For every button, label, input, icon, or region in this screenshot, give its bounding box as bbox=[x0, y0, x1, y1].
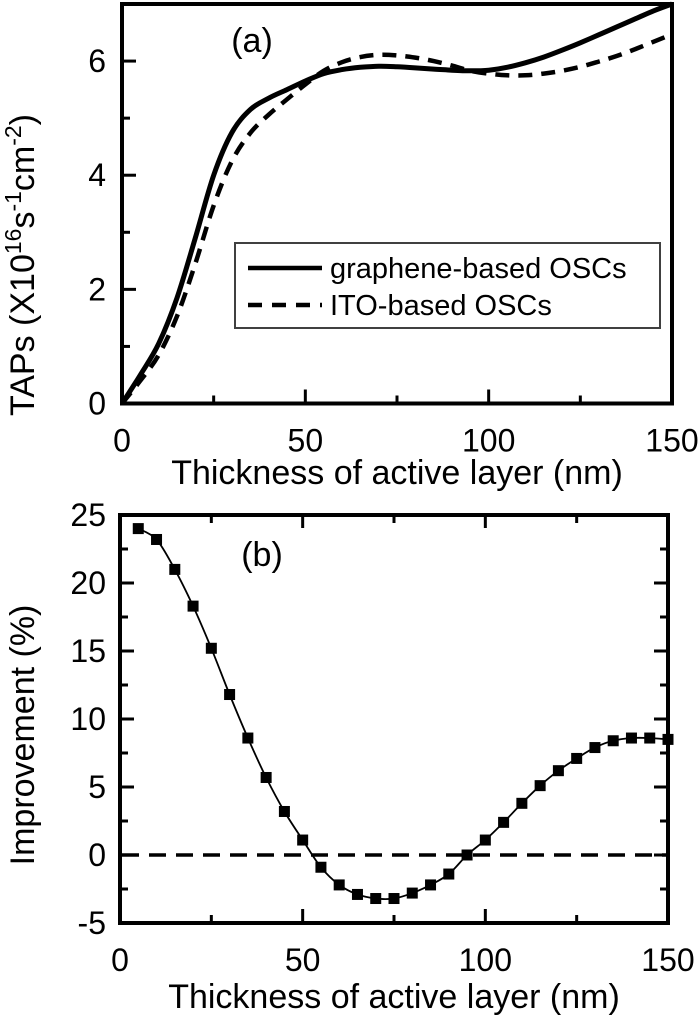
panel-b-x-axis-label: Thickness of active layer (nm) bbox=[168, 978, 620, 1016]
tick-label: 2 bbox=[88, 271, 106, 307]
panel-a-x-axis-label: Thickness of active layer (nm) bbox=[171, 454, 623, 492]
ylabel-run: TAPs (X10 bbox=[4, 254, 42, 416]
data-point-square-marker bbox=[224, 689, 236, 701]
tick-label: 25 bbox=[70, 497, 106, 533]
tick-label: 20 bbox=[70, 565, 106, 601]
tick-label: 100 bbox=[462, 423, 515, 459]
tick-label: 100 bbox=[459, 942, 512, 978]
data-point-square-marker bbox=[644, 732, 656, 744]
tick-label: 15 bbox=[70, 633, 106, 669]
panel-b-tag: (b) bbox=[241, 536, 283, 574]
plot-frame bbox=[118, 513, 670, 925]
tick-label: 0 bbox=[113, 423, 131, 459]
panel-b-y-axis-label: Improvement (%) bbox=[4, 605, 42, 866]
data-point-square-marker bbox=[370, 893, 382, 905]
tick-label: 150 bbox=[641, 942, 694, 978]
legend-label-ito: ITO-based OSCs bbox=[330, 290, 552, 322]
data-point-square-marker bbox=[388, 893, 400, 905]
data-point-square-marker bbox=[205, 642, 217, 654]
curve-graphene-based-oscs bbox=[119, 1, 673, 405]
data-point-square-marker bbox=[589, 742, 601, 754]
ylabel-run: ) bbox=[4, 114, 42, 125]
data-point-square-marker bbox=[625, 732, 637, 744]
tick-label: 5 bbox=[88, 769, 106, 805]
tick-label: 0 bbox=[111, 942, 129, 978]
tick-label: 0 bbox=[88, 837, 106, 873]
data-point-square-marker bbox=[315, 861, 327, 873]
ylabel-run: cm bbox=[4, 146, 42, 191]
data-point-square-marker bbox=[461, 849, 473, 861]
tick-label: 50 bbox=[285, 942, 321, 978]
tick-label: -5 bbox=[78, 905, 106, 941]
legend-box bbox=[234, 242, 661, 329]
panel-b-series bbox=[132, 523, 674, 905]
data-point-square-marker bbox=[534, 780, 546, 792]
panel-a-axes: 0 50 100 150 0 2 4 6 bbox=[88, 2, 699, 459]
tick-label: 4 bbox=[88, 157, 106, 193]
tick-label: 50 bbox=[288, 423, 324, 459]
data-point-square-marker bbox=[278, 805, 290, 817]
data-point-square-marker bbox=[169, 563, 181, 575]
tick-label: 0 bbox=[88, 386, 106, 422]
data-point-square-marker bbox=[151, 533, 163, 545]
ylabel-superscript: 16 bbox=[0, 229, 26, 255]
legend-label-graphene: graphene-based OSCs bbox=[330, 253, 627, 285]
improvement-line bbox=[137, 527, 669, 900]
panel-a-tag: (a) bbox=[231, 22, 273, 60]
data-point-square-marker bbox=[552, 765, 564, 777]
data-point-square-marker bbox=[498, 816, 510, 828]
panel-a-legend: graphene-based OSCs ITO-based OSCs bbox=[234, 242, 661, 329]
ylabel-run: s bbox=[4, 212, 42, 229]
data-point-square-marker bbox=[516, 797, 528, 809]
data-point-square-marker bbox=[571, 752, 583, 764]
ylabel-superscript: -2 bbox=[0, 125, 26, 145]
curve-ito-based-oscs bbox=[120, 32, 673, 405]
tick-label: 150 bbox=[645, 423, 698, 459]
data-point-square-marker bbox=[132, 523, 144, 535]
data-point-square-marker bbox=[297, 834, 309, 846]
data-point-square-marker bbox=[351, 888, 363, 900]
panel-a-curves bbox=[119, 1, 673, 405]
tick-label: 10 bbox=[70, 701, 106, 737]
data-point-square-marker bbox=[242, 732, 254, 744]
data-point-square-marker bbox=[425, 879, 437, 891]
panel-a-y-axis-label: TAPs (X1016s-1cm-2) bbox=[0, 114, 42, 416]
data-point-square-marker bbox=[260, 771, 272, 783]
data-point-square-marker bbox=[187, 600, 199, 612]
data-point-square-marker bbox=[333, 879, 345, 891]
tick-label: 6 bbox=[88, 43, 106, 79]
data-point-square-marker bbox=[662, 733, 674, 745]
data-point-square-marker bbox=[479, 834, 491, 846]
panel-a: 0 50 100 150 0 2 4 6 TAPs (X1016s-1cm-2) Thickn… bbox=[0, 1, 699, 492]
data-point-square-marker bbox=[443, 868, 455, 880]
data-point-square-marker bbox=[406, 887, 418, 899]
data-point-square-marker bbox=[607, 735, 619, 747]
ylabel-superscript: -1 bbox=[0, 191, 26, 211]
